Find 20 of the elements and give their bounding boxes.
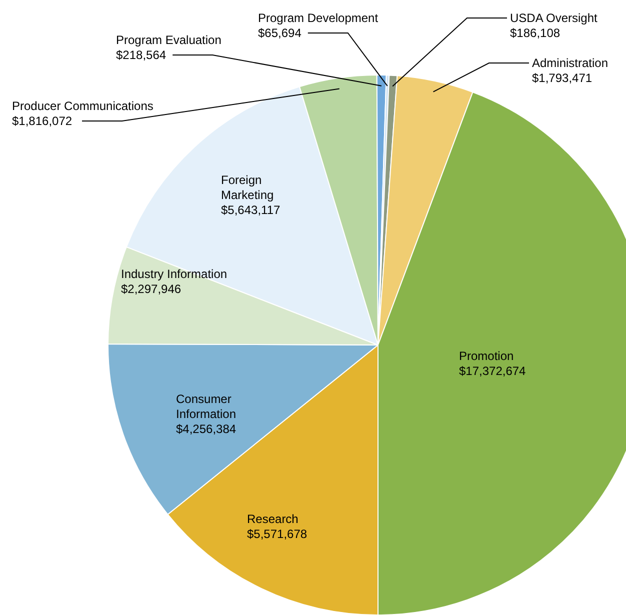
slice-label: Program Development — [258, 11, 379, 25]
data-label: $17,372,674 — [459, 364, 526, 378]
slice-label: Consumer Information — [176, 392, 236, 421]
data-label: $1,816,072 — [12, 114, 72, 128]
slice-label: Research — [247, 512, 298, 526]
data-label: $218,564 — [116, 48, 166, 62]
data-label: $1,793,471 — [532, 71, 592, 85]
data-label: $2,297,946 — [121, 282, 182, 296]
slice-label: Promotion — [459, 349, 514, 363]
slice-label: Administration — [532, 56, 608, 70]
slice-label: Industry Information — [121, 267, 228, 281]
data-label: $4,256,384 — [176, 422, 236, 436]
data-label: $5,643,117 — [221, 203, 280, 217]
slice-label: USDA Oversight — [510, 11, 598, 25]
slice-label: Program Evaluation — [116, 33, 222, 47]
slice-label: Producer Communications — [12, 99, 154, 113]
slice-label: Foreign Marketing — [221, 173, 274, 202]
data-label: $186,108 — [510, 26, 560, 40]
data-label: $65,694 — [258, 26, 302, 40]
data-label: $5,571,678 — [247, 527, 308, 541]
